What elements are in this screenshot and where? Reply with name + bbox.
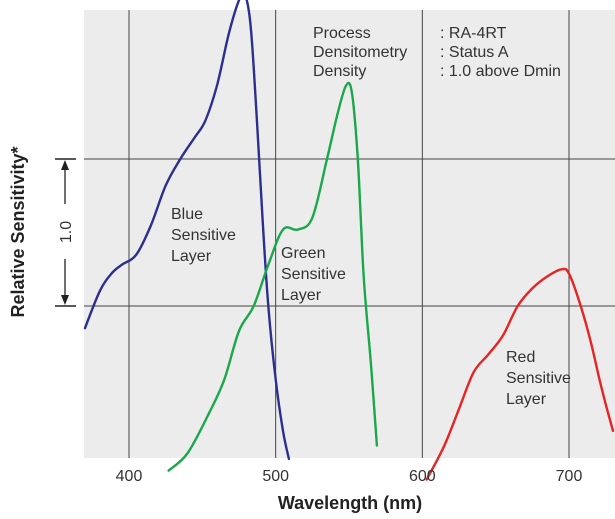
red-layer-label: Red Sensitive Layer: [506, 349, 571, 408]
x-tick-label: 400: [116, 468, 143, 485]
annotation-key-process: Process: [313, 25, 371, 42]
green-label-line-2: Sensitive: [281, 266, 346, 283]
annotation-key-densitometry: Densitometry: [313, 44, 407, 61]
blue-sensitivity-curve: [83, 0, 291, 461]
red-label-line-2: Sensitive: [506, 370, 571, 387]
x-tick-label: 500: [262, 468, 289, 485]
x-tick-labels: 400 500 600 700: [116, 468, 583, 485]
red-label-line-1: Red: [506, 349, 535, 366]
scale-arrow-up-icon: [61, 160, 69, 170]
annotation-value-densitometry: : Status A: [440, 44, 509, 61]
green-layer-label: Green Sensitive Layer: [281, 245, 346, 304]
y-axis-title: Relative Sensitivity*: [8, 146, 28, 317]
annotation-key-density: Density: [313, 63, 366, 80]
green-label-line-3: Layer: [281, 287, 322, 304]
scale-label: 1.0: [58, 221, 75, 243]
relative-scale-indicator: 1.0: [55, 158, 76, 307]
blue-label-line-2: Sensitive: [171, 227, 236, 244]
annotation-value-process: : RA-4RT: [440, 25, 507, 42]
x-tick-label: 700: [556, 468, 583, 485]
grid-lines: [84, 10, 615, 458]
blue-layer-label: Blue Sensitive Layer: [171, 206, 236, 265]
blue-label-line-1: Blue: [171, 206, 203, 223]
curves-group: [83, 0, 615, 481]
annotation-value-density: : 1.0 above Dmin: [440, 63, 561, 80]
process-annotation: Process : RA-4RT Densitometry : Status A…: [313, 25, 561, 80]
blue-label-line-3: Layer: [171, 248, 212, 265]
scale-arrow-down-icon: [61, 295, 69, 305]
red-sensitivity-curve: [425, 267, 615, 481]
x-axis-title: Wavelength (nm): [278, 493, 422, 513]
green-label-line-1: Green: [281, 245, 325, 262]
red-label-line-3: Layer: [506, 391, 547, 408]
x-tick-label: 600: [409, 468, 436, 485]
green-sensitivity-curve: [167, 81, 379, 472]
